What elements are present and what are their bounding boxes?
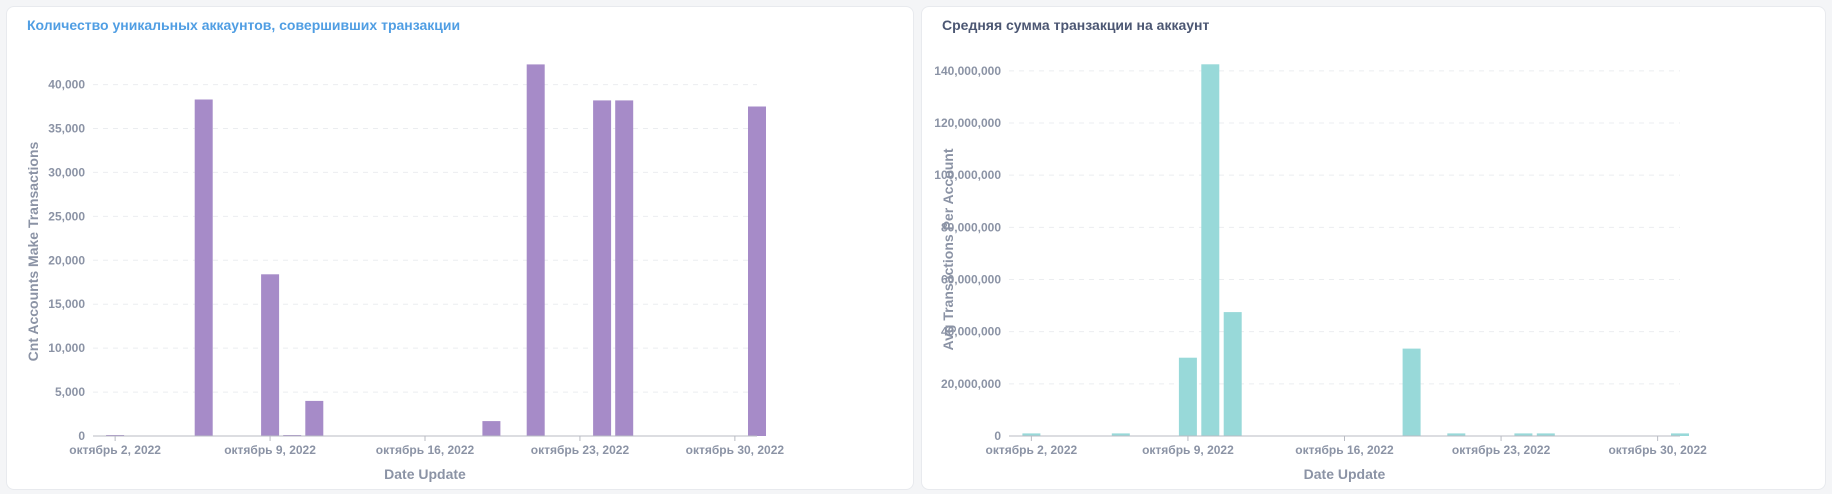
x-tick-label: октябрь 9, 2022 — [224, 443, 316, 457]
x-tick-label: октябрь 30, 2022 — [1608, 443, 1707, 457]
bar — [1201, 64, 1220, 437]
y-tick-label: 100,000,000 — [934, 168, 1001, 182]
top-strip — [0, 0, 1832, 4]
bar — [482, 421, 501, 436]
y-tick-label: 60,000,000 — [941, 272, 1001, 286]
y-axis-title: Cnt Accounts Make Transactions — [25, 141, 41, 361]
bar — [1536, 433, 1555, 436]
x-axis-title: Date Update — [384, 466, 466, 482]
bar — [1671, 433, 1689, 436]
y-tick-label: 80,000,000 — [941, 220, 1001, 234]
chart-title[interactable]: Средняя сумма транзакции на аккаунт — [942, 17, 1210, 33]
x-tick-label: октябрь 23, 2022 — [531, 443, 630, 457]
x-tick-label: октябрь 2, 2022 — [986, 443, 1078, 457]
bar-chart-unique-accounts: 0 5,000 10,000 15,000 20,000 25,000 30,000 35,0… — [25, 64, 785, 482]
y-tick-label: 120,000,000 — [934, 116, 1001, 130]
x-tick-label: октябрь 30, 2022 — [686, 443, 785, 457]
bar — [261, 274, 280, 436]
x-tick-label: октябрь 2, 2022 — [69, 443, 161, 457]
chart-card-avg-transaction: Средняя сумма транзакции на аккаунт 0 20,… — [921, 6, 1826, 490]
y-tick-label: 15,000 — [48, 297, 85, 311]
bar — [194, 99, 213, 436]
bar — [593, 100, 612, 437]
bar — [1514, 433, 1533, 436]
bar-chart-avg-transaction: 0 20,000,000 40,000,000 60,000,000 80,000,00… — [934, 64, 1707, 482]
bar — [1402, 348, 1421, 436]
bar — [615, 100, 634, 437]
y-tick-label: 40,000,000 — [941, 325, 1001, 339]
bar — [1223, 312, 1242, 436]
y-tick-label: 10,000 — [48, 341, 85, 355]
bar — [1022, 433, 1041, 436]
y-tick-label: 5,000 — [55, 385, 85, 399]
chart-title[interactable]: Количество уникальных аккаунтов, соверши… — [27, 17, 461, 33]
y-tick-label: 40,000 — [48, 78, 85, 92]
x-tick-label: октябрь 16, 2022 — [1295, 443, 1394, 457]
y-tick-label: 20,000 — [48, 253, 85, 267]
bar — [1447, 433, 1466, 436]
y-tick-label: 0 — [994, 429, 1001, 443]
y-tick-label: 35,000 — [48, 122, 85, 136]
chart-card-unique-accounts: Количество уникальных аккаунтов, соверши… — [6, 6, 914, 490]
y-tick-label: 0 — [78, 429, 85, 443]
bar — [1178, 357, 1197, 436]
bar — [1111, 433, 1130, 436]
bar — [526, 64, 545, 437]
y-tick-label: 30,000 — [48, 165, 85, 179]
x-tick-label: октябрь 9, 2022 — [1142, 443, 1234, 457]
bar — [748, 106, 766, 436]
y-tick-label: 140,000,000 — [934, 64, 1001, 78]
x-tick-label: октябрь 23, 2022 — [1452, 443, 1551, 457]
y-axis-title: Avg Transactions Per Account — [940, 148, 956, 350]
y-tick-label: 25,000 — [48, 209, 85, 223]
bar — [305, 400, 324, 436]
y-tick-label: 20,000,000 — [941, 377, 1001, 391]
x-tick-label: октябрь 16, 2022 — [376, 443, 475, 457]
x-axis-title: Date Update — [1304, 466, 1386, 482]
